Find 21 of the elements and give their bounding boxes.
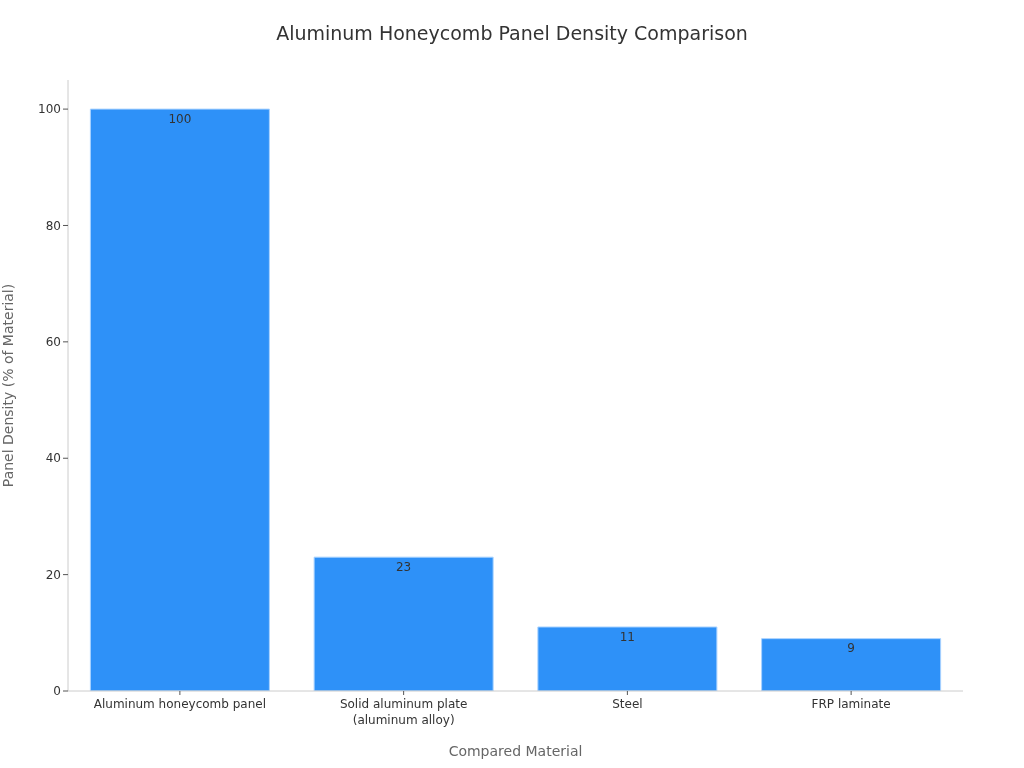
x-tick-label: Aluminum honeycomb panel — [93, 697, 267, 711]
y-tick-label: 80 — [45, 218, 61, 233]
y-tick-label: 40 — [45, 451, 61, 466]
data-label: 11 — [619, 629, 636, 644]
x-axis-title: Compared Material — [448, 743, 583, 759]
x-tick-label: FRP laminate — [811, 697, 891, 711]
y-axis-title: Panel Density (% of Material) — [0, 283, 16, 488]
x-tick-label: Steel — [612, 697, 643, 711]
y-tick-label: 60 — [45, 335, 61, 350]
x-tick-label: Solid aluminum plate (aluminum alloy) — [339, 697, 468, 727]
data-label: 23 — [395, 559, 412, 574]
bar — [313, 556, 494, 691]
bar — [537, 626, 718, 691]
chart-title: Aluminum Honeycomb Panel Density Comparison — [275, 21, 749, 46]
data-label: 100 — [168, 111, 192, 126]
bar — [761, 638, 942, 691]
y-tick-label: 0 — [53, 684, 61, 699]
bar — [89, 108, 270, 691]
y-tick-label: 20 — [45, 567, 61, 582]
y-tick-label: 100 — [38, 102, 61, 117]
data-label: 9 — [847, 641, 855, 656]
